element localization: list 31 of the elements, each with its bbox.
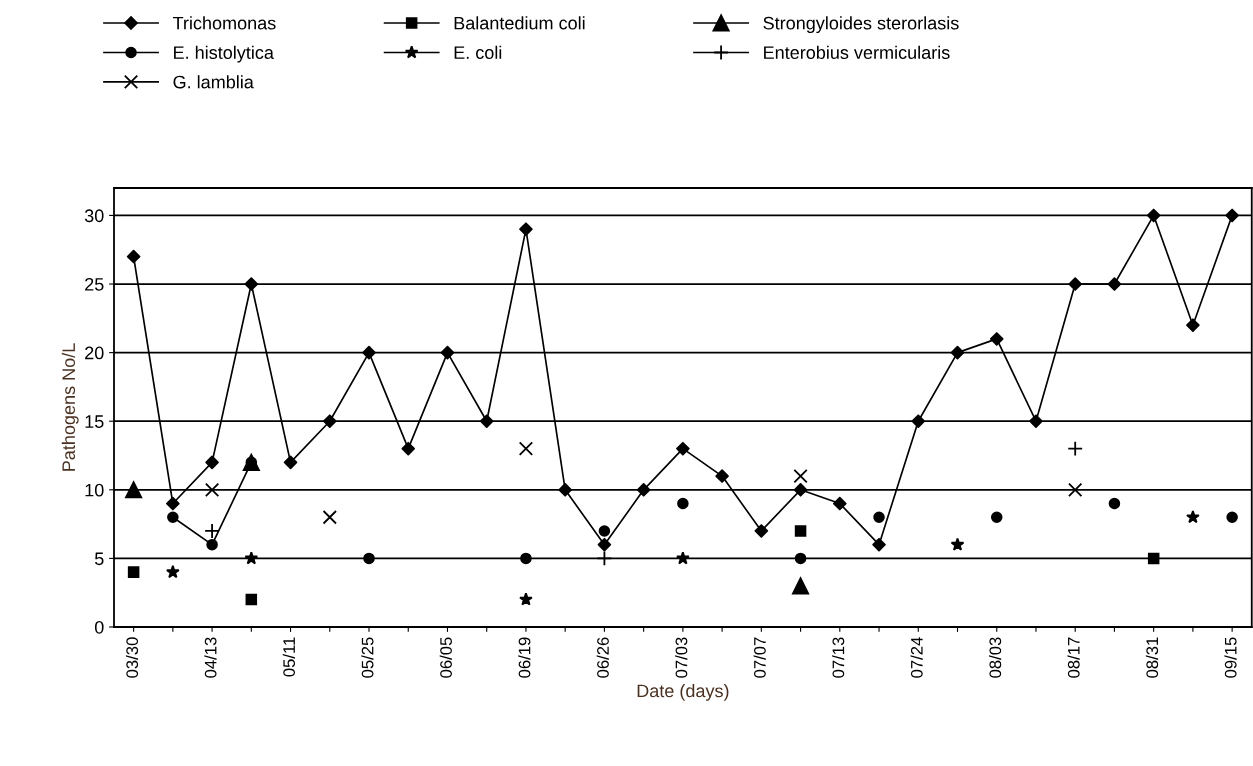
x-tick-label: 05/11 xyxy=(282,637,296,677)
y-tick-label: 5 xyxy=(94,552,104,566)
y-tick-label: 10 xyxy=(85,483,104,497)
legend-label: Enterobius vermicularis xyxy=(764,45,950,59)
x-tick-label: 03/30 xyxy=(125,637,139,678)
legend-label: E. histolytica xyxy=(174,45,274,63)
y-tick-label: 30 xyxy=(84,209,104,223)
x-tick-label: 08/03 xyxy=(988,637,1002,678)
y-tick-label: 25 xyxy=(85,277,104,291)
x-tick-label: 07/24 xyxy=(910,637,923,678)
x-tick-label: 06/05 xyxy=(439,637,452,678)
x-tick-label: 07/13 xyxy=(832,637,845,678)
x-axis-title: Date (days) xyxy=(637,683,729,701)
x-tick-label: 08/31 xyxy=(1145,637,1159,678)
x-tick-label: 07/03 xyxy=(675,637,688,678)
y-axis-title: Pathogens No/L xyxy=(61,343,79,471)
legend-label: Strongyloides sterorlasis xyxy=(763,16,959,34)
x-tick-label: 06/19 xyxy=(518,637,531,678)
x-tick-label: 05/25 xyxy=(361,637,374,678)
x-tick-label: 08/17 xyxy=(1067,637,1080,678)
legend-label: E. coli xyxy=(454,45,502,59)
y-tick-label: 15 xyxy=(85,415,104,428)
y-tick-label: 20 xyxy=(85,346,104,360)
legend-label: Balantedium coli xyxy=(454,16,585,30)
x-tick-label: 04/13 xyxy=(204,637,217,678)
legend-label: G. lamblia xyxy=(173,75,254,89)
legend-label: Trichomonas xyxy=(172,16,276,30)
x-tick-label: 09/15 xyxy=(1224,637,1237,678)
x-tick-label: 06/26 xyxy=(596,637,609,678)
x-tick-label: 07/07 xyxy=(753,637,766,678)
y-tick-label: 0 xyxy=(94,620,104,634)
